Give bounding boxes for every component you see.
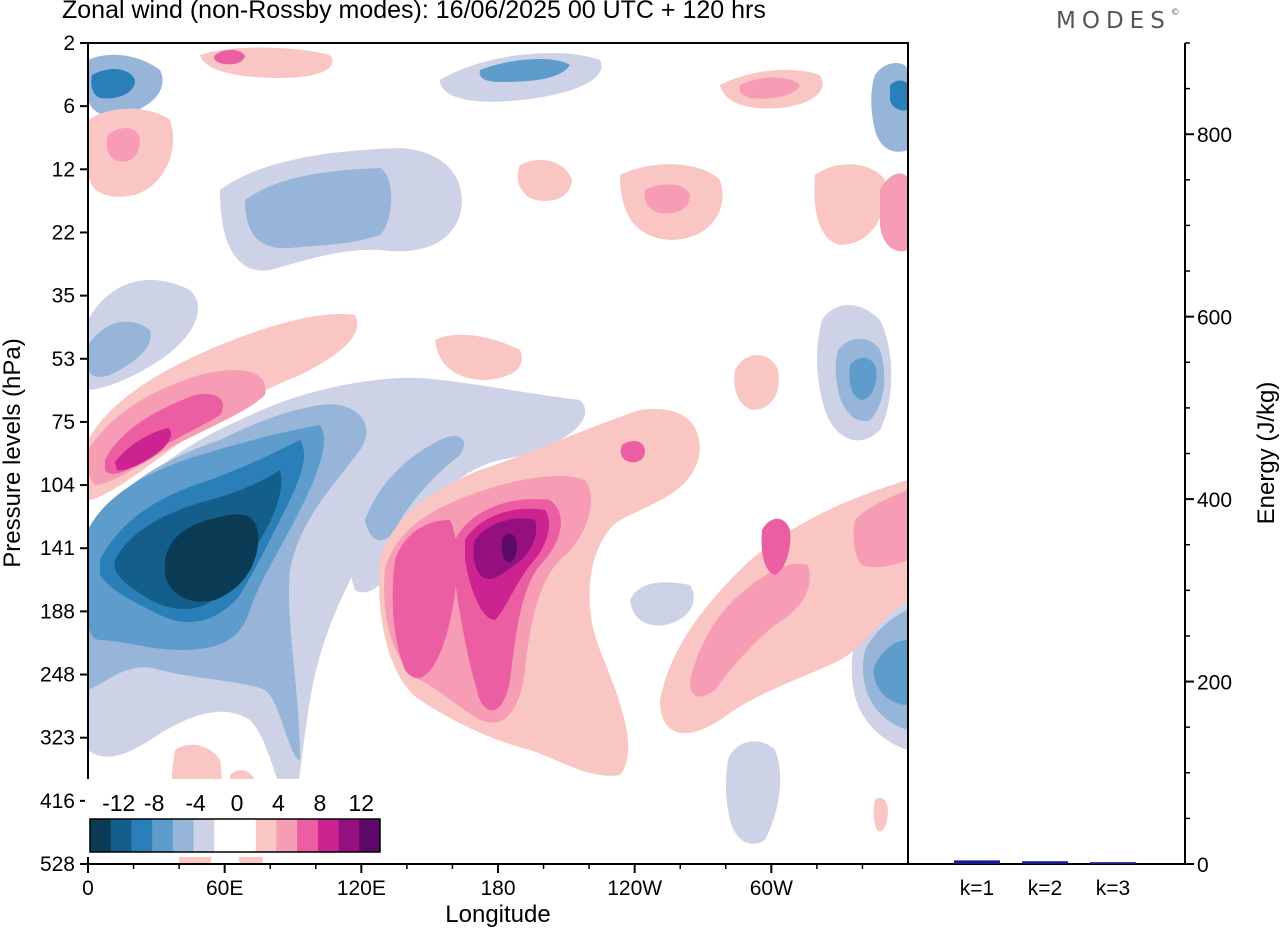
colorbar-swatch (214, 819, 236, 852)
positive-band-upper-left-core (115, 428, 172, 471)
colorbar-swatch (255, 819, 277, 852)
x-axis-title: Longitude (445, 901, 550, 928)
colorbar-swatch (152, 819, 174, 852)
positive-top-band-core (214, 49, 245, 65)
colorbar-label: 4 (272, 790, 285, 816)
y-tick-label: 416 (40, 790, 75, 813)
logo-text: MODES (1056, 8, 1171, 34)
x-tick-label: 120W (607, 877, 662, 900)
x-tick-label: 60E (206, 877, 243, 900)
x-tick-label: 180 (480, 877, 515, 900)
colorbar-label: 12 (348, 790, 374, 816)
easterly-core (165, 514, 259, 602)
y-tick-label: 141 (40, 537, 75, 560)
y-tick-label: 22 (52, 221, 75, 244)
colorbar-swatch (131, 819, 153, 852)
energy-axis-title: Energy (J/kg) (1253, 382, 1280, 525)
positive-right-level-3 (761, 518, 791, 575)
positive-top-left-core (106, 128, 140, 162)
colorbar-swatch (297, 819, 319, 852)
westerly-side-patch (620, 440, 645, 463)
negative-band-mid-2 (365, 435, 464, 541)
positive-mid-center (435, 334, 522, 380)
colorbar-label: -4 (185, 790, 206, 816)
y-tick-label: 188 (40, 600, 75, 623)
y-tick-label: 104 (40, 474, 75, 497)
y-axis-title: Pressure levels (hPa) (0, 338, 26, 567)
negative-top-mid-core (479, 58, 570, 82)
positive-top-strip-core (739, 77, 800, 99)
positive-mid-right (734, 355, 779, 410)
y-tick-label: 323 (40, 727, 75, 750)
colorbar-swatch (90, 819, 112, 852)
energy-tick-label: 800 (1197, 124, 1232, 147)
negative-band-upper-2 (245, 168, 392, 249)
colorbar-swatch (110, 819, 132, 852)
negative-lower-center (725, 741, 781, 844)
y-tick-label: 35 (52, 285, 75, 308)
positive-right-edge (880, 173, 908, 252)
colorbar-swatch (172, 819, 195, 852)
energy-panel: 0 200 400 600 800 k=1 k=2 k=3 Energy (J/kg) (907, 42, 1280, 900)
logo-mark: © (1170, 8, 1180, 18)
positive-right-band (853, 490, 908, 568)
y-tick-label: 75 (52, 411, 75, 434)
modes-logo: MODES© (1056, 8, 1180, 34)
negative-right-mid-3 (849, 357, 877, 400)
energy-category-label: k=1 (960, 877, 994, 900)
y-tick-label: 12 (52, 158, 75, 181)
x-tick-label: 0 (82, 877, 94, 900)
colorbar-swatch (193, 819, 215, 852)
energy-tick-label: 400 (1197, 489, 1232, 512)
heatmap-axes: 0 60E 120E 180 120W 60W 2 6 12 22 35 53 75 104 141 188 2… (40, 32, 864, 900)
colorbar-label: -8 (144, 790, 164, 816)
positive-right-level-2 (690, 563, 810, 697)
negative-left-mid-2 (88, 321, 151, 377)
heatmap-panel: 0 60E 120E 180 120W 60W 2 6 12 22 35 53 75 104 141 188 2… (0, 32, 909, 928)
y-tick-label: 2 (63, 32, 75, 55)
colorbar-swatch (235, 819, 257, 852)
energy-bars: k=1 k=2 k=3 (954, 860, 1136, 900)
y-tick-label: 248 (40, 664, 75, 687)
colorbar-swatch (276, 819, 298, 852)
positive-top-right-core (644, 184, 690, 214)
colorbar-swatch (359, 819, 381, 852)
colorbar-label: 0 (231, 790, 244, 816)
energy-tick-label: 600 (1197, 307, 1232, 330)
y-tick-label: 528 (40, 853, 75, 876)
y-tick-label: 53 (52, 348, 75, 371)
negative-right-top-core (890, 80, 908, 111)
chart-title: Zonal wind (non-Rossby modes): 16/06/202… (62, 0, 766, 24)
energy-bar (1022, 861, 1068, 864)
westerly-level-3 (392, 520, 457, 679)
x-tick-label: 120E (337, 877, 386, 900)
y-tick-label: 6 (63, 95, 75, 118)
energy-tick-label: 0 (1197, 854, 1209, 877)
colorbar-label: -12 (102, 790, 135, 816)
negative-lower-center-2 (630, 582, 694, 626)
colorbar-label: 8 (313, 790, 326, 816)
colorbar-swatch (317, 819, 340, 852)
colorbar-swatch (338, 819, 360, 852)
colorbar: -12 -8 -4 0 4 8 12 (85, 779, 385, 857)
wind-field (88, 47, 908, 864)
negative-right-lower-3 (873, 640, 908, 705)
energy-tick-label: 200 (1197, 672, 1232, 695)
energy-axes: 0 200 400 600 800 (1185, 42, 1232, 877)
energy-category-label: k=2 (1028, 877, 1062, 900)
energy-bar (1090, 862, 1136, 864)
x-tick-label: 60W (750, 877, 793, 900)
westerly-core (501, 533, 517, 563)
negative-top-left-core (91, 68, 135, 99)
positive-lower-right-dot (873, 797, 888, 832)
energy-category-label: k=3 (1096, 877, 1130, 900)
colorbar-frame (89, 818, 381, 853)
energy-bar (954, 860, 1000, 864)
positive-top-far-right (814, 164, 886, 245)
positive-top-mid (517, 160, 572, 201)
